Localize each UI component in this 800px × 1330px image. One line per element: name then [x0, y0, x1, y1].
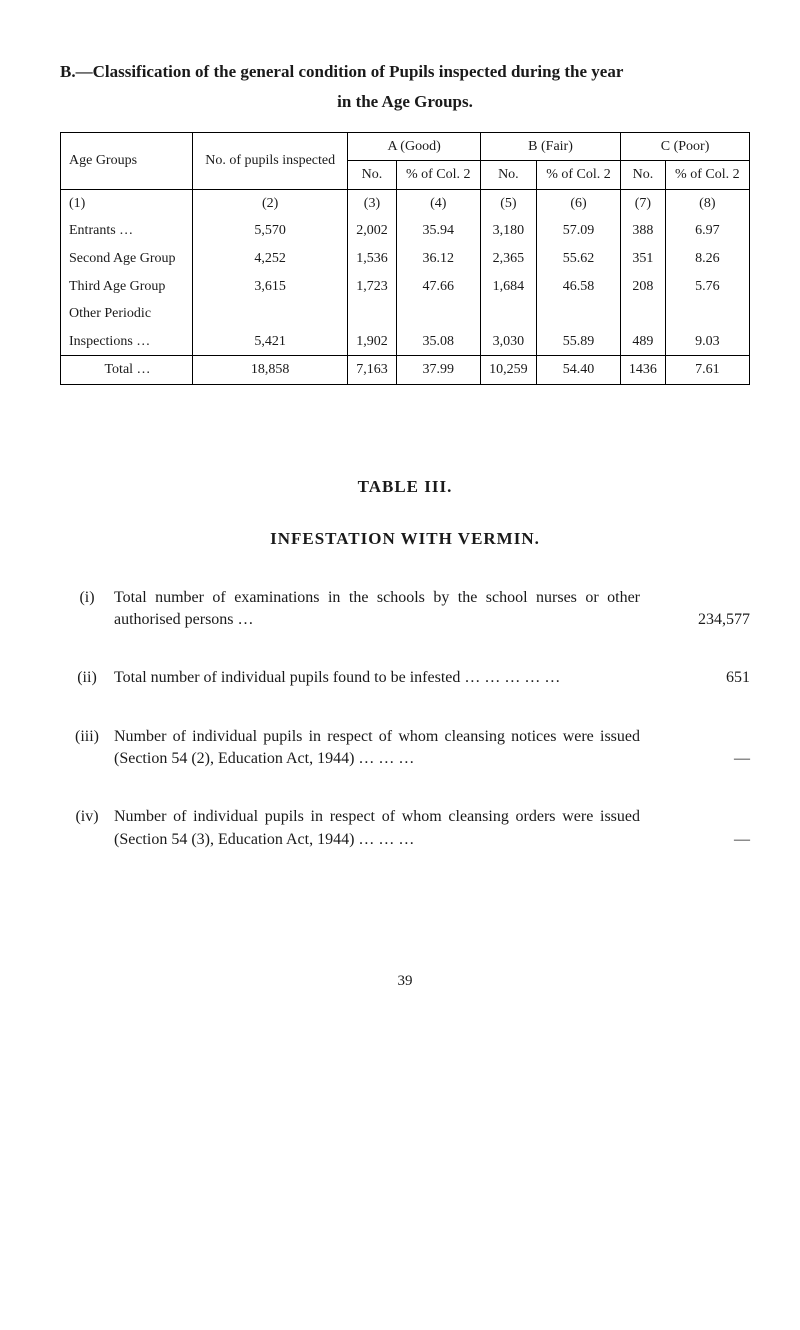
table-row: Second Age Group 4,252 1,536 36.12 2,365…	[61, 245, 750, 273]
table-row: Inspections … 5,421 1,902 35.08 3,030 55…	[61, 328, 750, 356]
cell: 351	[621, 245, 666, 273]
colnum-1: (1)	[61, 189, 193, 217]
list-value: —	[640, 748, 750, 770]
list-text: Number of individual pupils in respect o…	[114, 806, 640, 851]
cell	[536, 300, 620, 328]
total-cell: 1436	[621, 356, 666, 385]
colnum-4: (4)	[396, 189, 480, 217]
subcol-B-no: No.	[480, 161, 536, 190]
total-cell: 54.40	[536, 356, 620, 385]
subcol-C-pct: % of Col. 2	[665, 161, 749, 190]
classification-table: Age Groups No. of pupils inspected A (Go…	[60, 132, 750, 385]
infestation-list: (i) Total number of examinations in the …	[60, 587, 750, 852]
cell	[348, 300, 396, 328]
col-pupils-inspected: No. of pupils inspected	[193, 132, 348, 189]
subcol-A-pct: % of Col. 2	[396, 161, 480, 190]
total-label: Total …	[61, 356, 193, 385]
row-label: Entrants …	[61, 217, 193, 245]
cell	[665, 300, 749, 328]
cell: 6.97	[665, 217, 749, 245]
col-group-B: B (Fair)	[480, 132, 620, 161]
cell: 3,030	[480, 328, 536, 356]
col-age-groups: Age Groups	[61, 132, 193, 189]
table-row: Other Periodic	[61, 300, 750, 328]
cell: 1,723	[348, 273, 396, 301]
list-value: 651	[640, 667, 750, 689]
cell: 3,180	[480, 217, 536, 245]
cell: 47.66	[396, 273, 480, 301]
cell	[480, 300, 536, 328]
list-text: Number of individual pupils in respect o…	[114, 726, 640, 771]
cell: 3,615	[193, 273, 348, 301]
cell: 35.08	[396, 328, 480, 356]
cell: 208	[621, 273, 666, 301]
cell: 55.62	[536, 245, 620, 273]
col-group-A: A (Good)	[348, 132, 481, 161]
total-cell: 7.61	[665, 356, 749, 385]
table-colnum-row: (1) (2) (3) (4) (5) (6) (7) (8)	[61, 189, 750, 217]
cell: 35.94	[396, 217, 480, 245]
table-row: Entrants … 5,570 2,002 35.94 3,180 57.09…	[61, 217, 750, 245]
row-label: Third Age Group	[61, 273, 193, 301]
colnum-5: (5)	[480, 189, 536, 217]
list-marker: (iv)	[60, 806, 114, 828]
list-marker: (iii)	[60, 726, 114, 748]
cell: 55.89	[536, 328, 620, 356]
list-item: (ii) Total number of individual pupils f…	[60, 667, 750, 689]
cell: 2,365	[480, 245, 536, 273]
cell: 4,252	[193, 245, 348, 273]
cell: 46.58	[536, 273, 620, 301]
table-total-row: Total … 18,858 7,163 37.99 10,259 54.40 …	[61, 356, 750, 385]
cell: 5.76	[665, 273, 749, 301]
colnum-7: (7)	[621, 189, 666, 217]
list-marker: (i)	[60, 587, 114, 609]
cell	[621, 300, 666, 328]
row-label: Inspections …	[61, 328, 193, 356]
list-item: (iii) Number of individual pupils in res…	[60, 726, 750, 771]
colnum-2: (2)	[193, 189, 348, 217]
list-item: (i) Total number of examinations in the …	[60, 587, 750, 632]
cell: 489	[621, 328, 666, 356]
cell: 388	[621, 217, 666, 245]
cell: 9.03	[665, 328, 749, 356]
colnum-6: (6)	[536, 189, 620, 217]
row-label: Other Periodic	[61, 300, 193, 328]
cell	[396, 300, 480, 328]
cell: 2,002	[348, 217, 396, 245]
list-marker: (ii)	[60, 667, 114, 689]
total-cell: 7,163	[348, 356, 396, 385]
total-cell: 10,259	[480, 356, 536, 385]
cell: 8.26	[665, 245, 749, 273]
subcol-B-pct: % of Col. 2	[536, 161, 620, 190]
list-value: 234,577	[640, 609, 750, 631]
list-text: Total number of individual pupils found …	[114, 667, 640, 689]
table3-title: TABLE III.	[60, 475, 750, 499]
colnum-3: (3)	[348, 189, 396, 217]
list-text: Total number of examinations in the scho…	[114, 587, 640, 632]
cell: 57.09	[536, 217, 620, 245]
table3-subtitle: INFESTATION WITH VERMIN.	[60, 527, 750, 551]
section-heading-line2: in the Age Groups.	[60, 90, 750, 114]
total-cell: 37.99	[396, 356, 480, 385]
cell: 36.12	[396, 245, 480, 273]
list-value: —	[640, 829, 750, 851]
cell: 1,902	[348, 328, 396, 356]
page-number: 39	[60, 971, 750, 992]
cell	[193, 300, 348, 328]
subcol-A-no: No.	[348, 161, 396, 190]
section-heading-line1: B.—Classification of the general conditi…	[60, 60, 750, 84]
total-cell: 18,858	[193, 356, 348, 385]
cell: 5,421	[193, 328, 348, 356]
cell: 5,570	[193, 217, 348, 245]
list-item: (iv) Number of individual pupils in resp…	[60, 806, 750, 851]
col-group-C: C (Poor)	[621, 132, 750, 161]
table-row: Third Age Group 3,615 1,723 47.66 1,684 …	[61, 273, 750, 301]
cell: 1,536	[348, 245, 396, 273]
colnum-8: (8)	[665, 189, 749, 217]
row-label: Second Age Group	[61, 245, 193, 273]
cell: 1,684	[480, 273, 536, 301]
subcol-C-no: No.	[621, 161, 666, 190]
